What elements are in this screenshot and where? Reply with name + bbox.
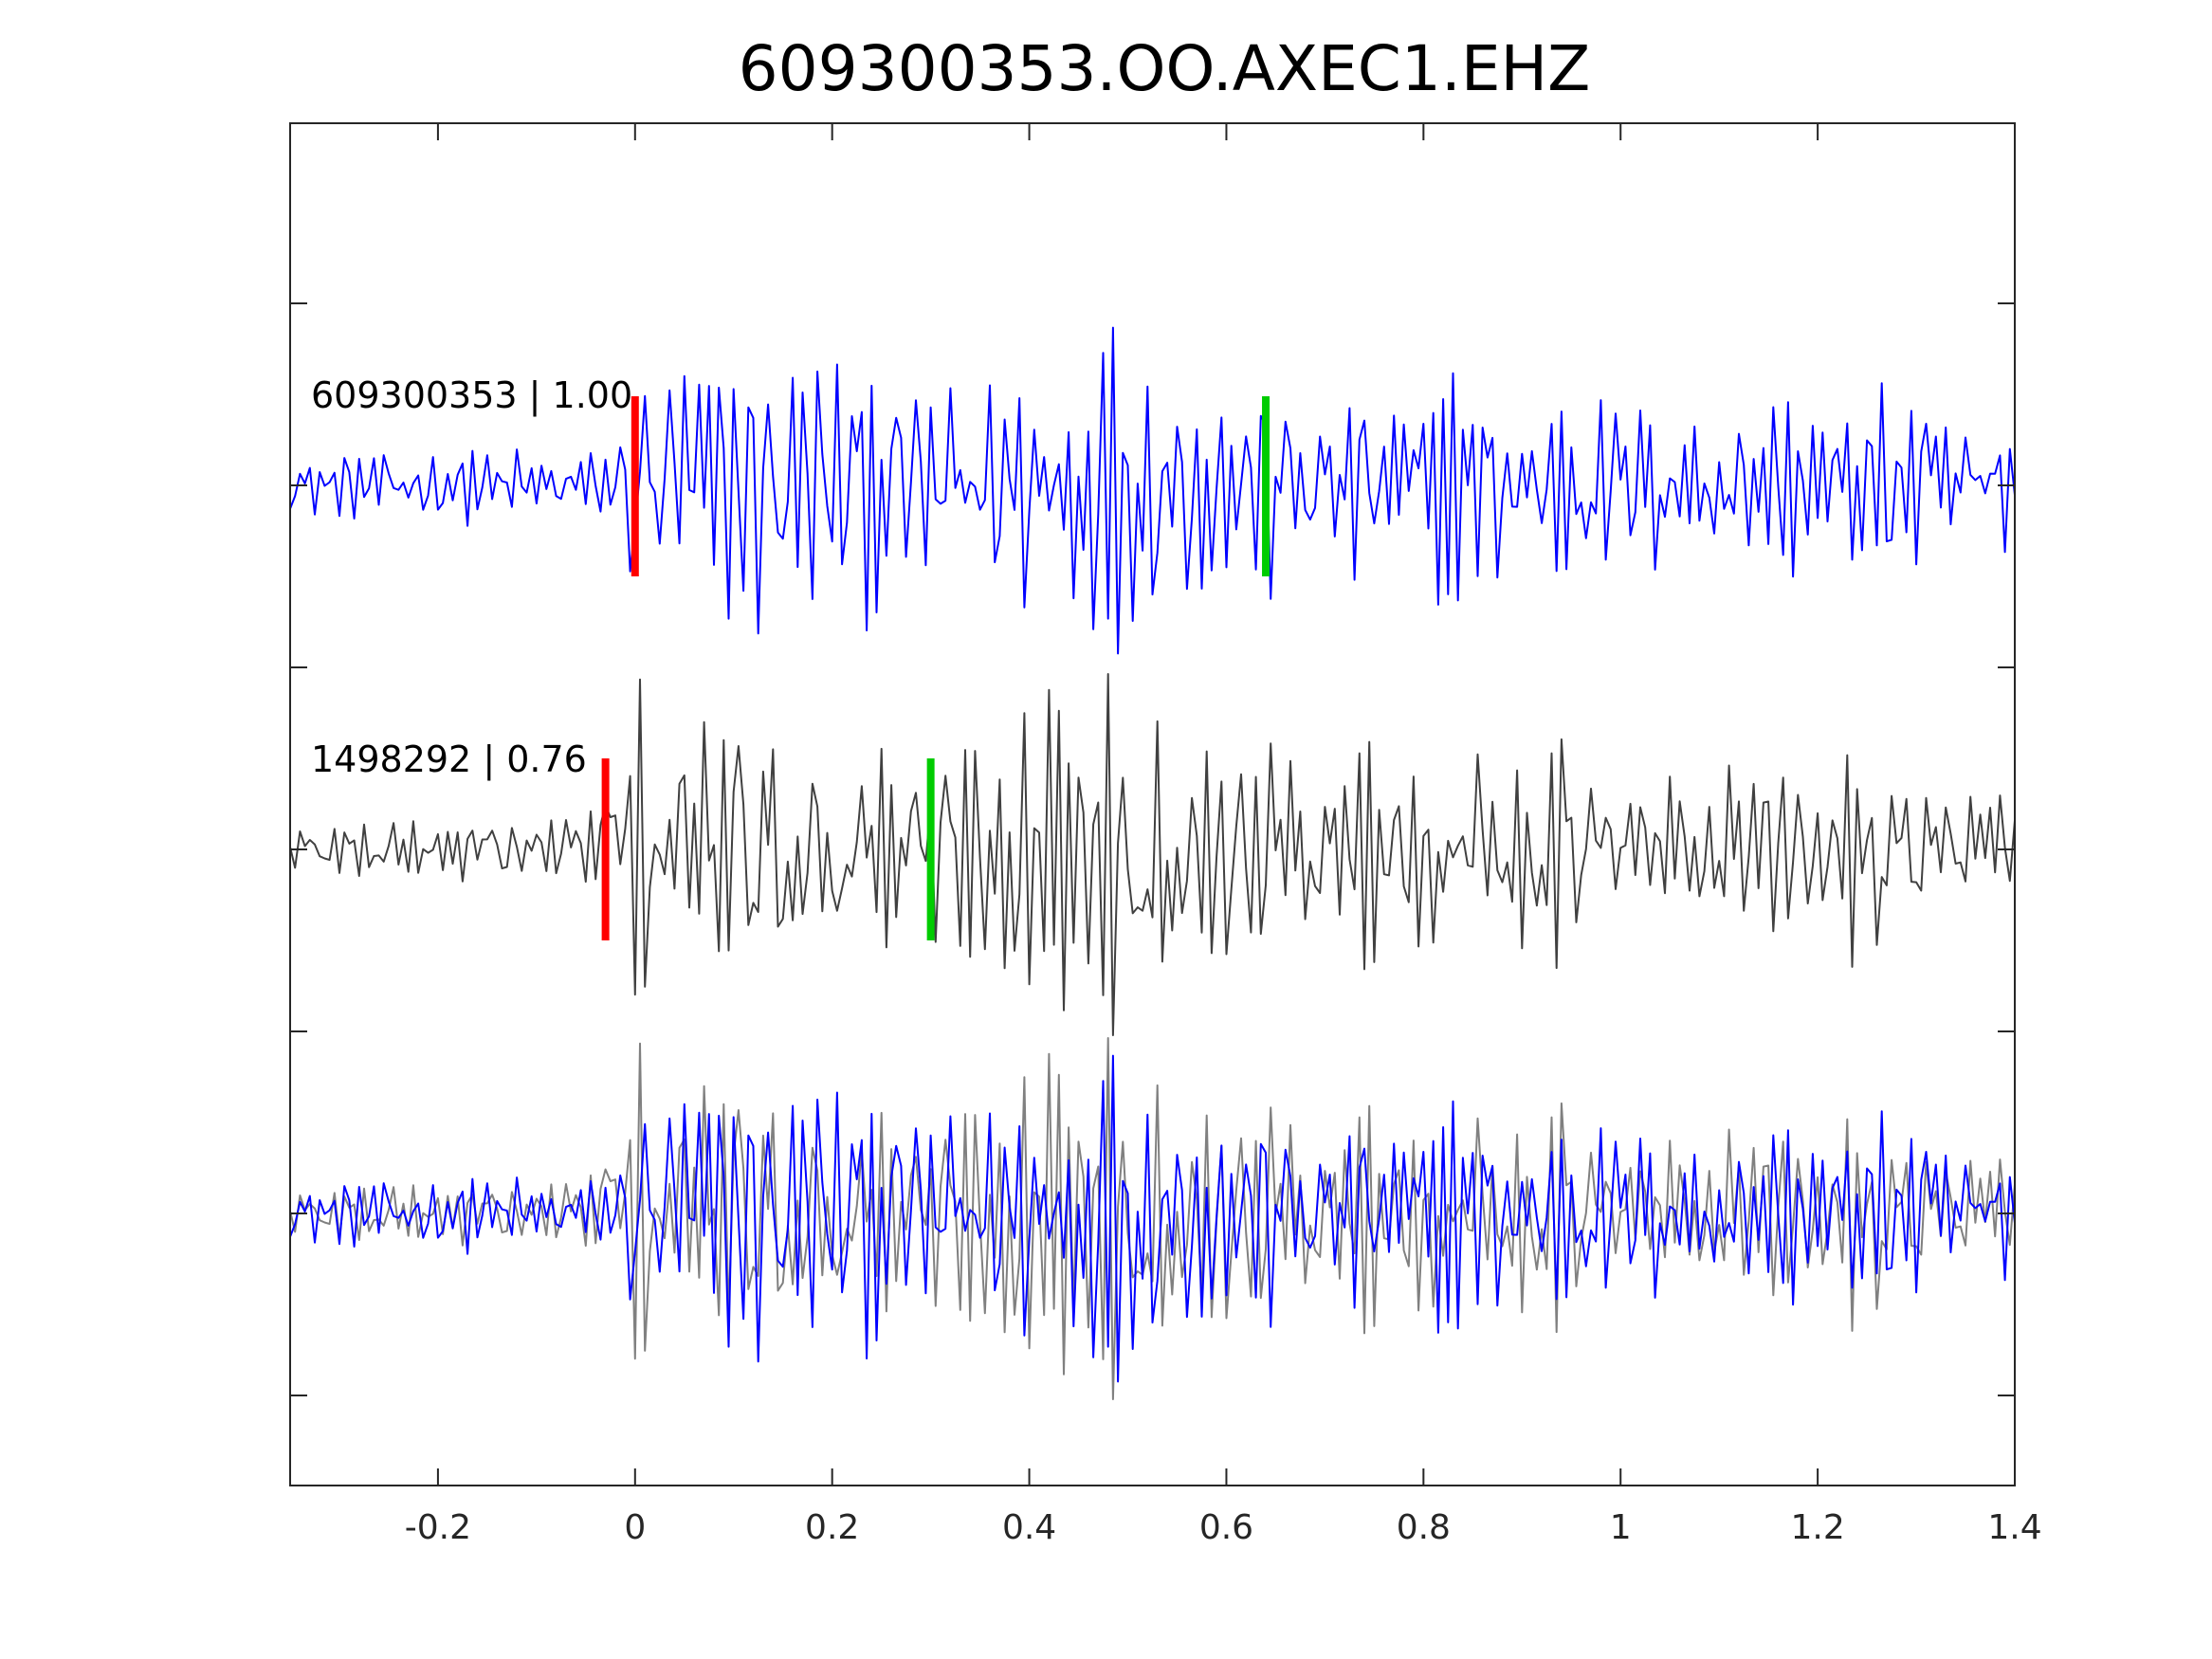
trace-label-text: 1498292 | 0.76 xyxy=(311,738,587,781)
chart-title: 609300353.OO.AXEC1.EHZ xyxy=(739,32,1591,105)
x-tick-label: 1.4 xyxy=(1987,1508,2041,1547)
phase-picks xyxy=(601,396,1271,940)
x-tick-label: 0 xyxy=(624,1508,646,1547)
reference-waveform-line xyxy=(289,326,2016,655)
overlay-matched-waveform-line xyxy=(289,1037,2016,1400)
x-tick-label: 0.8 xyxy=(1397,1508,1451,1547)
axes-box xyxy=(289,122,2016,1486)
overlay-reference-waveform-line xyxy=(289,1054,2016,1383)
x-tick-label: 0.6 xyxy=(1199,1508,1253,1547)
waveform-traces xyxy=(289,326,2016,1400)
x-tick-label: -0.2 xyxy=(405,1508,471,1547)
x-tick-label: 0.4 xyxy=(1002,1508,1056,1547)
x-tick-label: 1.2 xyxy=(1790,1508,1844,1547)
trace-label-text: 609300353 | 1.00 xyxy=(311,374,632,417)
x-tick-label: 1 xyxy=(1610,1508,1632,1547)
matched-waveform-line xyxy=(289,673,2016,1036)
trace-labels: 609300353 | 1.00 1498292 | 0.76 xyxy=(311,374,632,781)
axes-frame: -0.2 0 0.2 0.4 0.6 0.8 1 1.2 1.4 xyxy=(289,122,2042,1547)
x-tick-label: 0.2 xyxy=(805,1508,859,1547)
